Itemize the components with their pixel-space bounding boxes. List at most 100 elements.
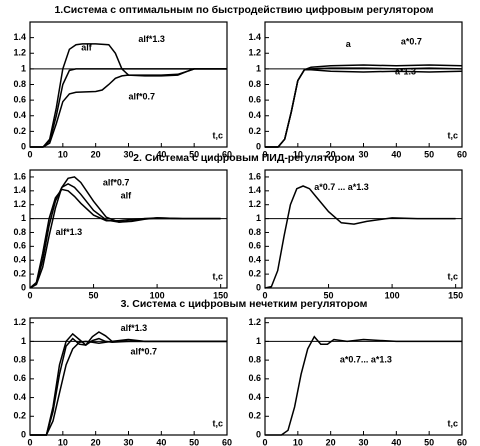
y-tick-label: 1.4: [13, 185, 26, 195]
series-label: alf*1.3: [121, 323, 148, 333]
x-axis-label: t,c: [447, 418, 458, 428]
plot-frame: [264, 169, 463, 289]
y-tick-label: 0.4: [248, 110, 261, 120]
x-tick-label: 20: [91, 149, 101, 159]
y-tick-label: 1.2: [13, 199, 26, 209]
series-line: [29, 188, 221, 289]
y-tick-label: 0: [256, 429, 261, 439]
y-tick-label: 0.6: [248, 373, 261, 383]
series-line: [30, 340, 227, 436]
x-tick-label: 40: [391, 149, 401, 159]
x-tick-label: 60: [457, 437, 467, 446]
x-tick-label: 100: [150, 290, 165, 300]
x-axis-label: t,c: [212, 271, 223, 281]
series-label: alf: [81, 43, 93, 53]
x-tick-label: 60: [222, 149, 232, 159]
y-tick-label: 0.8: [13, 227, 26, 237]
y-tick-label: 0: [21, 282, 26, 292]
series-label: alf*0.7: [129, 91, 156, 101]
y-tick-label: 1.2: [13, 317, 26, 327]
series-label: a*1.3: [395, 66, 416, 76]
y-tick-label: 0.2: [13, 411, 26, 421]
x-tick-label: 30: [123, 437, 133, 446]
series-label: alf*0.7: [130, 346, 157, 356]
x-tick-label: 50: [324, 290, 334, 300]
x-tick-label: 50: [189, 437, 199, 446]
x-tick-label: 60: [222, 437, 232, 446]
x-tick-label: 10: [293, 149, 303, 159]
series-line: [265, 68, 463, 148]
x-tick-label: 0: [262, 437, 267, 446]
y-tick-label: 1: [21, 63, 26, 73]
x-tick-label: 40: [156, 437, 166, 446]
y-tick-label: 0.6: [13, 373, 26, 383]
x-tick-label: 30: [358, 149, 368, 159]
x-tick-label: 100: [385, 290, 400, 300]
x-tick-label: 20: [326, 437, 336, 446]
y-tick-label: 0: [21, 141, 26, 151]
y-tick-label: 1.4: [13, 32, 26, 42]
x-tick-label: 40: [156, 149, 166, 159]
y-tick-label: 1.2: [248, 317, 261, 327]
y-tick-label: 0.2: [13, 126, 26, 136]
y-tick-label: 1.2: [248, 199, 261, 209]
x-tick-label: 150: [448, 290, 463, 300]
y-tick-label: 1: [256, 63, 261, 73]
y-tick-label: 0: [256, 282, 261, 292]
y-tick-label: 0.2: [13, 268, 26, 278]
x-tick-label: 60: [457, 149, 467, 159]
y-tick-label: 1: [256, 336, 261, 346]
y-tick-label: 0: [21, 429, 26, 439]
series-label: alf: [121, 190, 133, 200]
y-tick-label: 1.4: [248, 185, 261, 195]
y-tick-label: 0.4: [248, 392, 261, 402]
x-tick-label: 0: [262, 149, 267, 159]
section-title: 1.Система с оптимальным по быстродействи…: [54, 4, 433, 16]
series-line: [264, 185, 456, 289]
y-tick-label: 0.2: [248, 411, 261, 421]
x-tick-label: 30: [123, 149, 133, 159]
y-tick-label: 1.6: [13, 171, 26, 181]
series-line: [265, 335, 462, 436]
y-tick-label: 1.6: [248, 171, 261, 181]
plot-frame: [29, 169, 228, 289]
y-tick-label: 0.6: [13, 95, 26, 105]
y-tick-label: 0.8: [248, 227, 261, 237]
y-tick-label: 0.4: [13, 110, 26, 120]
x-tick-label: 10: [58, 437, 68, 446]
x-tick-label: 10: [58, 149, 68, 159]
x-tick-label: 40: [391, 437, 401, 446]
y-tick-label: 1: [256, 213, 261, 223]
y-tick-label: 0.4: [13, 255, 26, 265]
x-tick-label: 50: [424, 149, 434, 159]
y-tick-label: 0.8: [248, 79, 261, 89]
series-label: a*0.7: [401, 36, 422, 46]
y-tick-label: 1.4: [248, 32, 261, 42]
x-tick-label: 20: [326, 149, 336, 159]
x-tick-label: 50: [189, 149, 199, 159]
y-tick-label: 1: [21, 213, 26, 223]
series-label: a*0.7 ... a*1.3: [314, 182, 369, 192]
x-tick-label: 0: [262, 290, 267, 300]
x-tick-label: 50: [89, 290, 99, 300]
x-tick-label: 0: [27, 149, 32, 159]
y-tick-label: 1.2: [248, 48, 261, 58]
y-tick-label: 0.8: [13, 79, 26, 89]
x-axis-label: t,c: [212, 130, 223, 140]
x-tick-label: 0: [27, 290, 32, 300]
x-tick-label: 0: [27, 437, 32, 446]
x-tick-label: 50: [424, 437, 434, 446]
y-tick-label: 0: [256, 141, 261, 151]
series-label: alf*1.3: [56, 227, 83, 237]
y-tick-label: 1.2: [13, 48, 26, 58]
x-tick-label: 20: [91, 437, 101, 446]
x-axis-label: t,c: [447, 130, 458, 140]
x-tick-label: 10: [293, 437, 303, 446]
series-label: a*0.7... a*1.3: [340, 354, 392, 364]
y-tick-label: 0.6: [248, 241, 261, 251]
x-axis-label: t,c: [212, 418, 223, 428]
y-tick-label: 0.2: [248, 268, 261, 278]
